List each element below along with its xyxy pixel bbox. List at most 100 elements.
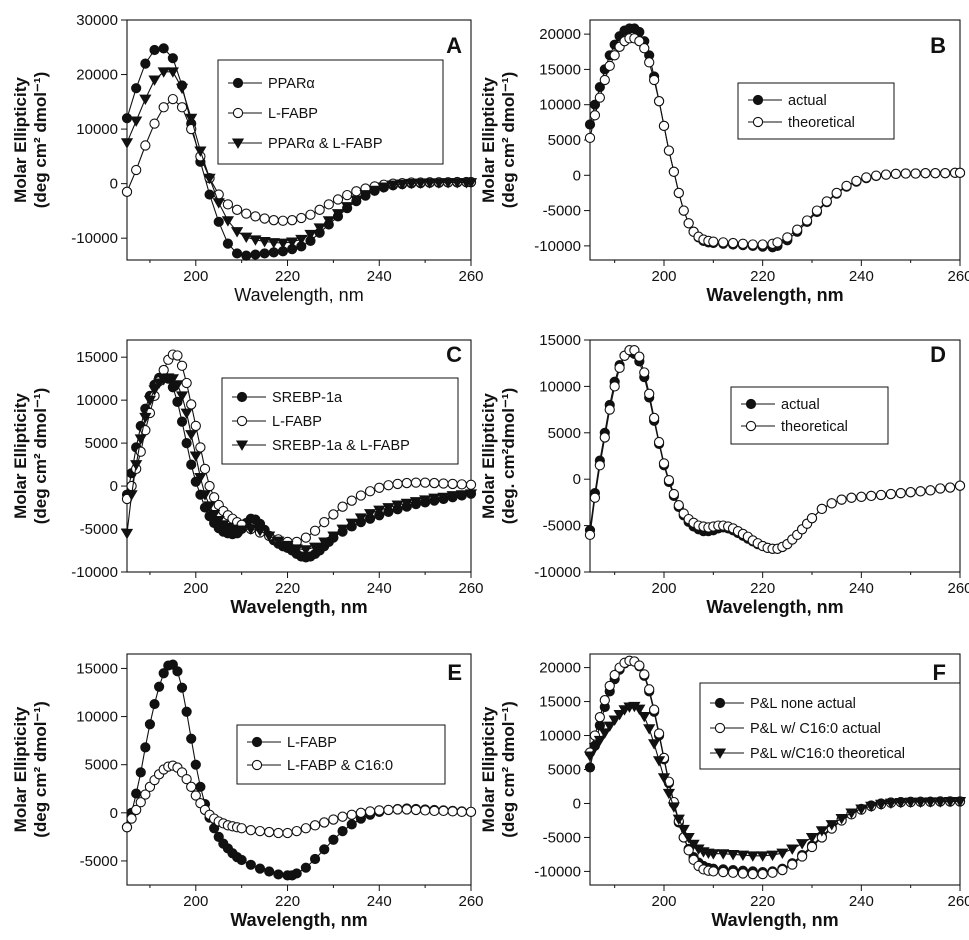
- data-point: [328, 814, 339, 825]
- x-tick-label: 220: [750, 268, 775, 285]
- data-point: [267, 238, 280, 249]
- data-point: [634, 660, 645, 671]
- data-point: [181, 377, 192, 389]
- data-point: [954, 167, 966, 178]
- data-point: [890, 168, 902, 180]
- data-point: [757, 239, 768, 250]
- x-tick-label: 220: [750, 893, 775, 910]
- series-line: [589, 37, 960, 246]
- y-tick-label: 10000: [76, 392, 118, 409]
- y-tick-label: 15000: [76, 660, 118, 677]
- data-point: [639, 669, 650, 680]
- data-point: [149, 118, 160, 129]
- data-point: [300, 862, 311, 873]
- data-point: [157, 67, 170, 78]
- data-point: [776, 848, 789, 859]
- data-point: [143, 395, 157, 407]
- data-point: [328, 834, 339, 845]
- data-point: [158, 102, 169, 113]
- data-point: [464, 489, 478, 500]
- y-tick-label: -5000: [543, 829, 581, 846]
- data-point: [456, 479, 467, 490]
- data-point: [653, 728, 665, 739]
- data-point: [359, 190, 372, 201]
- data-point: [249, 235, 262, 246]
- y-tick-label: 0: [110, 805, 118, 822]
- data-point: [148, 385, 161, 396]
- data-point: [131, 83, 142, 94]
- legend-box: [737, 82, 895, 140]
- data-point: [273, 827, 284, 839]
- x-tick-label: 240: [367, 268, 392, 285]
- legend-box: [699, 682, 961, 770]
- data-point: [653, 436, 665, 448]
- data-point: [176, 360, 188, 371]
- data-point: [747, 239, 758, 250]
- panel-label: D: [930, 342, 946, 367]
- data-point: [589, 492, 601, 503]
- y-tick-label: -10000: [534, 238, 581, 255]
- legend-label: L-FABP: [268, 106, 318, 122]
- y-tick-label: -5000: [80, 521, 118, 538]
- data-point: [166, 67, 179, 78]
- data-point: [383, 480, 394, 491]
- data-point: [250, 211, 261, 222]
- y-tick-label: 15000: [539, 61, 581, 78]
- legend-f: P&L none actual P&L w/ C16:0 actual P&L w/…: [699, 682, 961, 770]
- data-point: [831, 187, 842, 199]
- data-point: [186, 733, 197, 744]
- data-point: [253, 526, 267, 537]
- data-point: [682, 832, 695, 844]
- data-point: [429, 805, 440, 817]
- x-axis-title: Wavelength, nm: [230, 597, 367, 617]
- data-point: [866, 490, 877, 502]
- data-point: [194, 146, 207, 157]
- data-point: [291, 868, 302, 879]
- data-point: [594, 460, 606, 471]
- legend-label: theoretical: [781, 419, 848, 435]
- y-tick-label: 0: [573, 471, 581, 488]
- data-point: [767, 867, 778, 878]
- y-tick-label: 20000: [539, 660, 581, 677]
- data-point: [190, 759, 201, 770]
- legend-label: P&L w/C16:0 theoretical: [750, 746, 905, 762]
- data-point: [203, 501, 216, 512]
- data-point: [328, 509, 339, 520]
- x-tick-label: 220: [275, 580, 300, 597]
- y-tick-label: -5000: [543, 518, 581, 535]
- data-point: [598, 728, 611, 739]
- legend-label: PPARα: [268, 76, 315, 92]
- data-point: [341, 202, 354, 213]
- data-point: [599, 695, 610, 706]
- panel-d: 15000 10000 5000 0 -5000 -10000 200 220 240 260 Wa…: [479, 332, 969, 617]
- data-point: [350, 195, 363, 206]
- data-point: [792, 224, 803, 235]
- data-point: [337, 501, 348, 512]
- data-point: [777, 864, 788, 876]
- data-point: [726, 849, 740, 861]
- data-point: [796, 851, 808, 862]
- y-tick-label: 0: [573, 795, 581, 812]
- data-point: [786, 844, 799, 855]
- x-axis-title: Wavlength, nm: [711, 910, 838, 930]
- data-point: [885, 488, 897, 500]
- data-point: [935, 483, 946, 494]
- x-axis-title: Wavelength, nm: [706, 597, 843, 617]
- data-point: [806, 841, 818, 853]
- data-point: [139, 412, 152, 424]
- data-point: [609, 669, 620, 681]
- data-point: [383, 804, 394, 816]
- data-point: [644, 57, 655, 68]
- x-tick-label: 220: [750, 580, 775, 597]
- data-point: [826, 498, 837, 509]
- data-point: [609, 50, 620, 61]
- data-point: [120, 528, 134, 540]
- x-tick-label: 260: [947, 893, 969, 910]
- legend-marker: [236, 391, 248, 403]
- data-point: [130, 460, 143, 471]
- data-point: [643, 724, 656, 735]
- x-tick-label: 260: [458, 580, 483, 597]
- panel-label: A: [446, 33, 462, 58]
- data-point: [172, 350, 183, 361]
- data-point: [940, 168, 951, 179]
